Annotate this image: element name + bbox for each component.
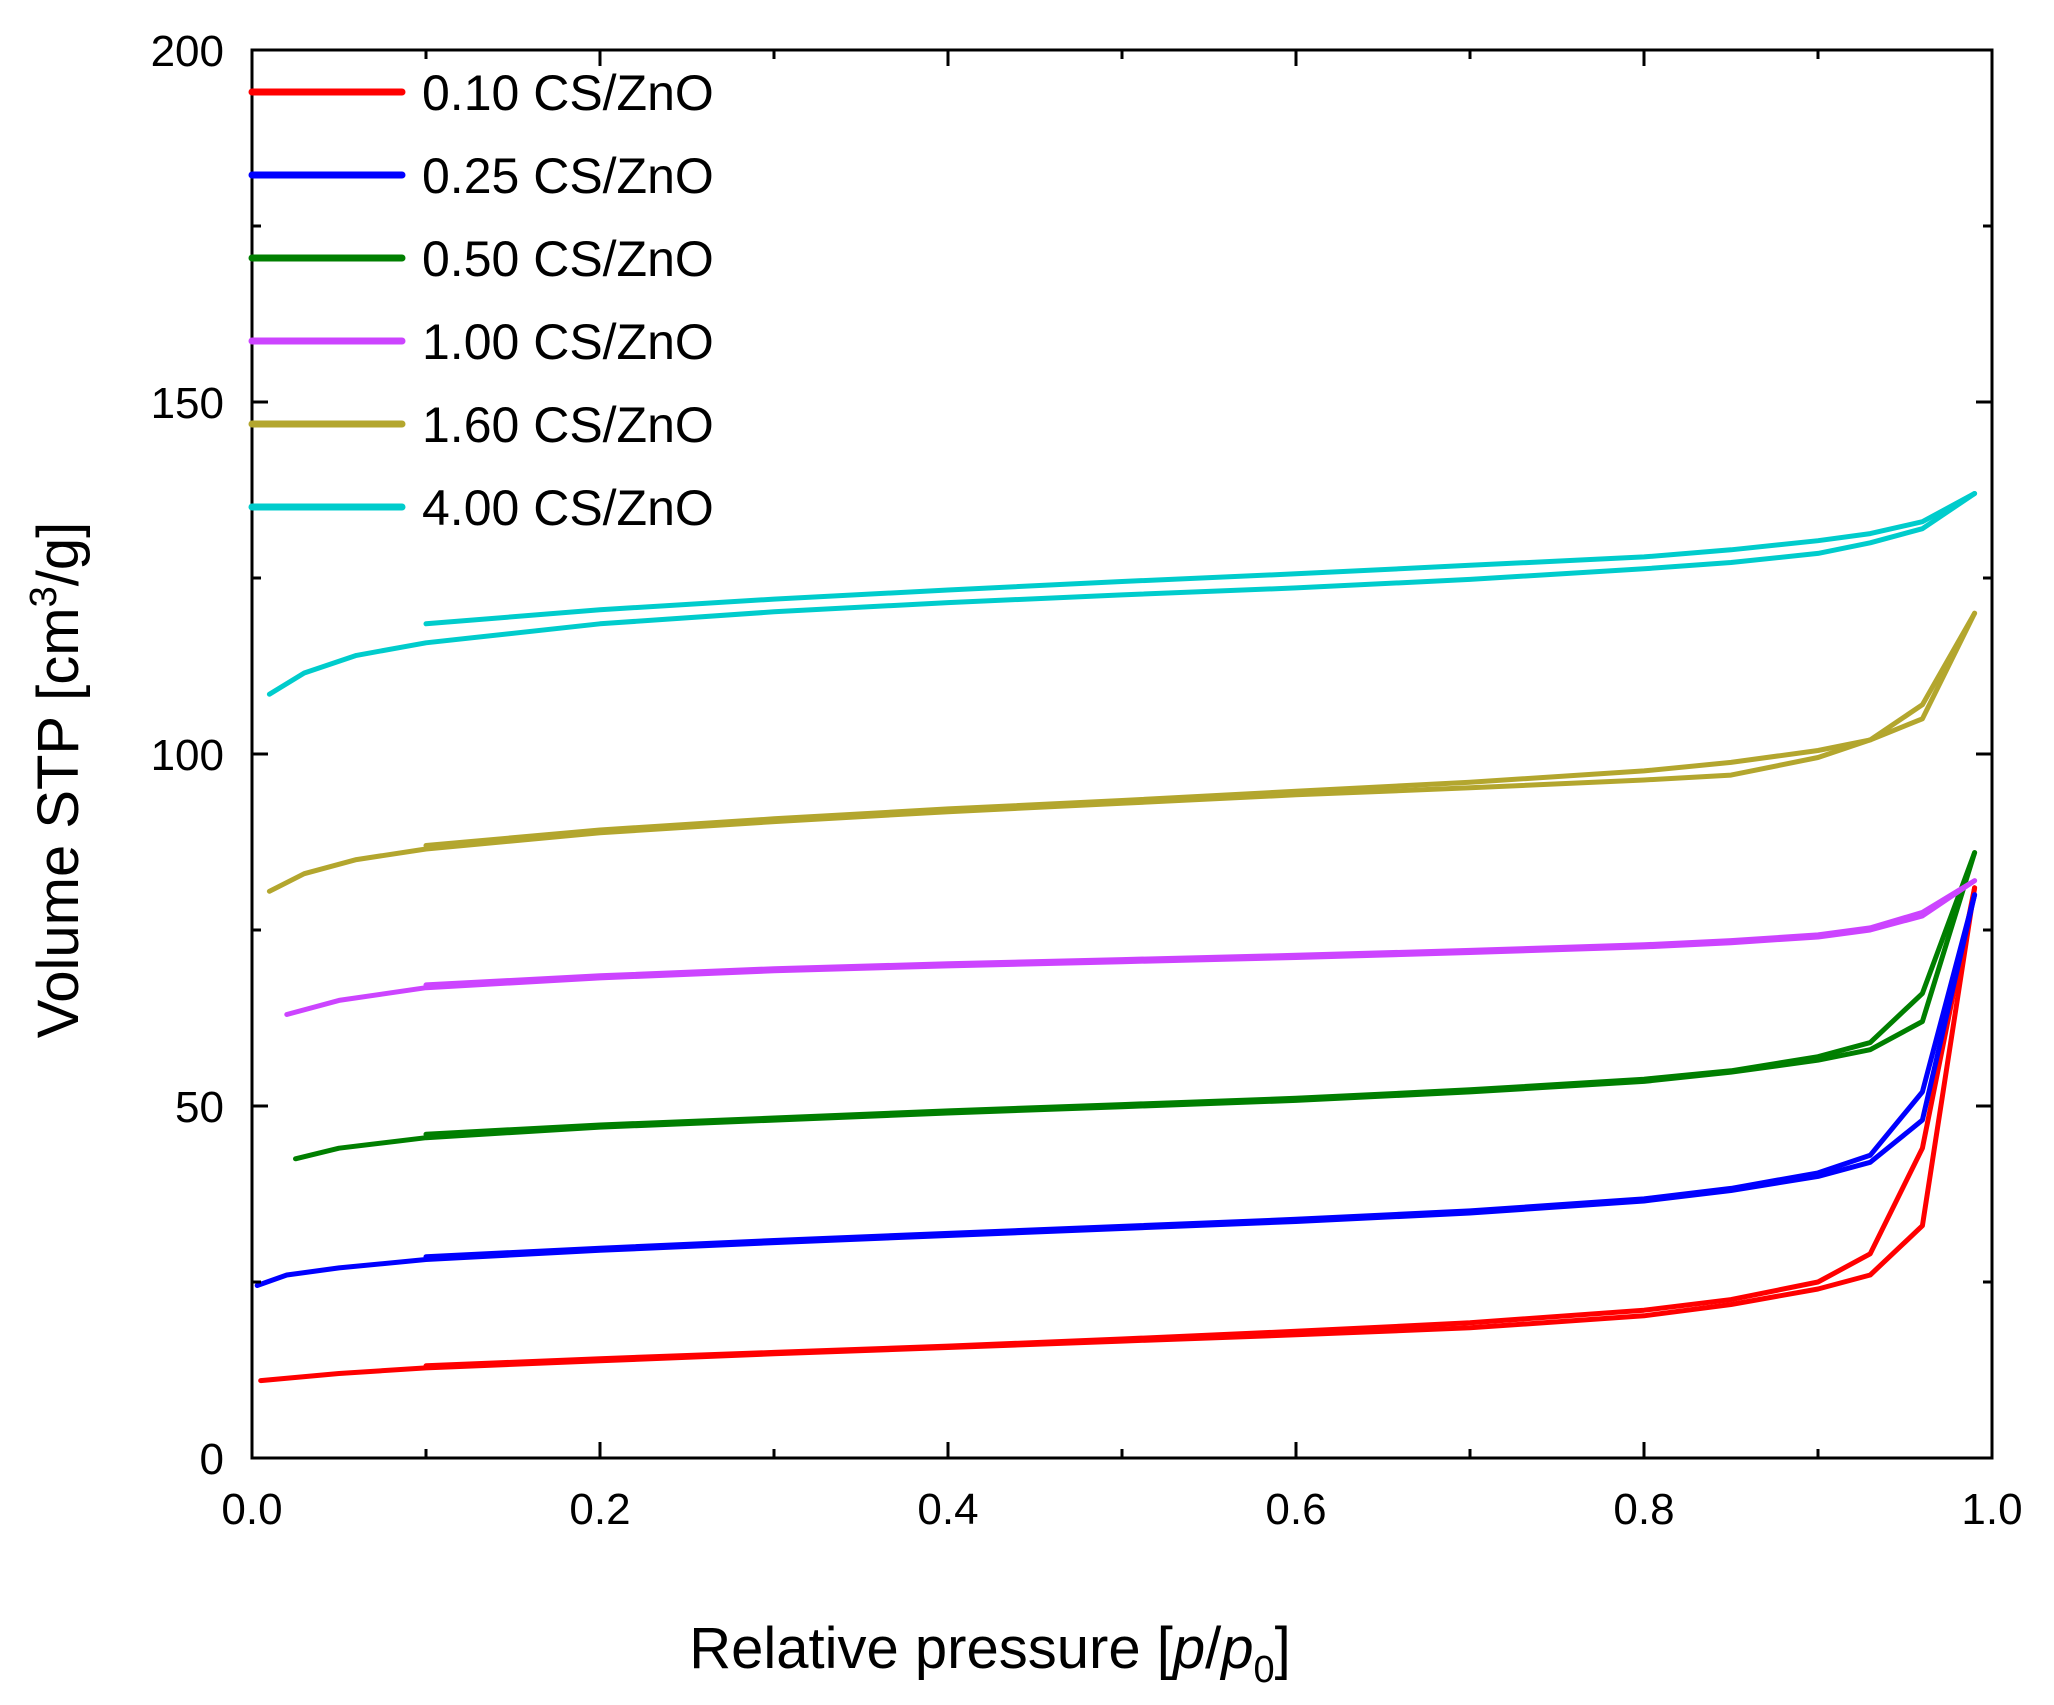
legend-item: 4.00 CS/ZnO (248, 480, 714, 536)
series-5-desorption-line (423, 491, 1978, 627)
series-4 (266, 610, 1978, 894)
x-tick-label: 0.6 (1265, 1485, 1326, 1534)
x-tick-label: 0.4 (917, 1485, 978, 1534)
series-0-desorption-line (423, 885, 1978, 1369)
x-tick-label: 0.0 (221, 1485, 282, 1534)
series-5-adsorption-line (266, 491, 1978, 697)
legend-item: 1.60 CS/ZnO (248, 397, 714, 453)
legend-label: 0.25 CS/ZnO (422, 148, 714, 204)
legend-item: 0.50 CS/ZnO (248, 231, 714, 287)
legend-item: 0.10 CS/ZnO (248, 65, 714, 121)
y-tick-label: 200 (151, 27, 224, 76)
legend: 0.10 CS/ZnO 0.25 CS/ZnO 0.50 CS/ZnO 1.00 CS… (248, 65, 714, 536)
legend-label: 4.00 CS/ZnO (422, 480, 714, 536)
series-1 (254, 892, 1978, 1288)
x-tick-label: 0.2 (569, 1485, 630, 1534)
x-axis-title: Relative pressure [p/p0] (689, 1616, 1290, 1691)
series-3 (284, 878, 1978, 1017)
legend-label: 0.10 CS/ZnO (422, 65, 714, 121)
series-2 (293, 850, 1978, 1162)
legend-item: 1.00 CS/ZnO (248, 314, 714, 370)
y-axis-title: Volume STP [cm3/g] (23, 522, 91, 1039)
y-tick-label: 150 (151, 379, 224, 428)
series-4-desorption-line (423, 610, 1978, 848)
x-tick-label: 1.0 (1961, 1485, 2022, 1534)
series-2-desorption-line (423, 850, 1978, 1137)
legend-label: 1.60 CS/ZnO (422, 397, 714, 453)
series-0 (258, 885, 1978, 1384)
y-tick-label: 50 (175, 1083, 224, 1132)
series-layer (254, 491, 1978, 1384)
legend-item: 0.25 CS/ZnO (248, 148, 714, 204)
series-3-desorption-line (423, 878, 1978, 988)
series-1-desorption-line (423, 892, 1978, 1260)
y-tick-label: 0 (200, 1435, 224, 1484)
axes-layer: 0.0 0.2 0.4 0.6 0.8 1.0 0 50 100 150 200 (151, 27, 2023, 1534)
y-tick-label: 100 (151, 731, 224, 780)
series-5 (266, 491, 1978, 697)
series-4-adsorption-line (266, 610, 1978, 894)
legend-label: 1.00 CS/ZnO (422, 314, 714, 370)
legend-label: 0.50 CS/ZnO (422, 231, 714, 287)
x-tick-label: 0.8 (1613, 1485, 1674, 1534)
